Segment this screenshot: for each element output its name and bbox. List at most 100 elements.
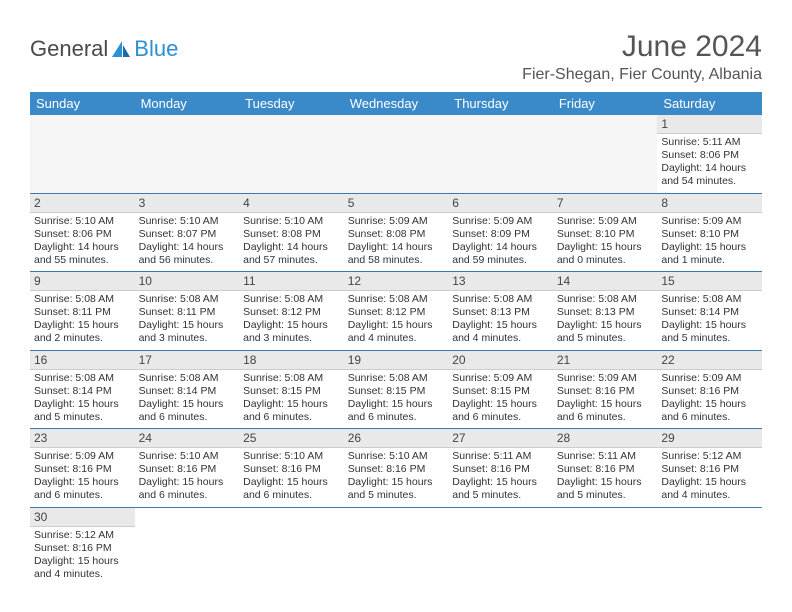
calendar-row: 30Sunrise: 5:12 AMSunset: 8:16 PMDayligh…	[30, 507, 762, 585]
location: Fier-Shegan, Fier County, Albania	[522, 66, 762, 84]
day-details: Sunrise: 5:08 AMSunset: 8:14 PMDaylight:…	[135, 370, 240, 429]
calendar-cell: 24Sunrise: 5:10 AMSunset: 8:16 PMDayligh…	[135, 429, 240, 508]
day-number: 18	[239, 351, 344, 370]
calendar-cell	[135, 115, 240, 193]
calendar-cell	[239, 507, 344, 585]
day-details: Sunrise: 5:10 AMSunset: 8:16 PMDaylight:…	[239, 448, 344, 507]
day-details: Sunrise: 5:08 AMSunset: 8:13 PMDaylight:…	[553, 291, 658, 350]
day-number: 16	[30, 351, 135, 370]
calendar-cell: 30Sunrise: 5:12 AMSunset: 8:16 PMDayligh…	[30, 507, 135, 585]
day-number: 12	[344, 272, 449, 291]
day-details: Sunrise: 5:08 AMSunset: 8:14 PMDaylight:…	[657, 291, 762, 350]
calendar-row: 23Sunrise: 5:09 AMSunset: 8:16 PMDayligh…	[30, 429, 762, 508]
day-number: 15	[657, 272, 762, 291]
weekday-header: Friday	[553, 92, 658, 115]
calendar-row: 2Sunrise: 5:10 AMSunset: 8:06 PMDaylight…	[30, 193, 762, 272]
calendar-cell	[553, 115, 658, 193]
calendar-cell: 7Sunrise: 5:09 AMSunset: 8:10 PMDaylight…	[553, 193, 658, 272]
calendar-cell: 19Sunrise: 5:08 AMSunset: 8:15 PMDayligh…	[344, 350, 449, 429]
weekday-header: Thursday	[448, 92, 553, 115]
calendar-cell	[448, 115, 553, 193]
calendar-cell: 5Sunrise: 5:09 AMSunset: 8:08 PMDaylight…	[344, 193, 449, 272]
day-details: Sunrise: 5:10 AMSunset: 8:07 PMDaylight:…	[135, 213, 240, 272]
calendar-cell: 12Sunrise: 5:08 AMSunset: 8:12 PMDayligh…	[344, 272, 449, 351]
calendar-cell	[657, 507, 762, 585]
calendar-cell: 11Sunrise: 5:08 AMSunset: 8:12 PMDayligh…	[239, 272, 344, 351]
day-details: Sunrise: 5:10 AMSunset: 8:16 PMDaylight:…	[135, 448, 240, 507]
day-number: 24	[135, 429, 240, 448]
calendar-cell: 21Sunrise: 5:09 AMSunset: 8:16 PMDayligh…	[553, 350, 658, 429]
calendar-cell	[30, 115, 135, 193]
calendar-cell: 27Sunrise: 5:11 AMSunset: 8:16 PMDayligh…	[448, 429, 553, 508]
day-number: 10	[135, 272, 240, 291]
calendar-page: General Blue June 2024 Fier-Shegan, Fier…	[0, 0, 792, 595]
day-details: Sunrise: 5:12 AMSunset: 8:16 PMDaylight:…	[657, 448, 762, 507]
day-details: Sunrise: 5:10 AMSunset: 8:16 PMDaylight:…	[344, 448, 449, 507]
calendar-cell: 25Sunrise: 5:10 AMSunset: 8:16 PMDayligh…	[239, 429, 344, 508]
day-number: 9	[30, 272, 135, 291]
calendar-cell: 3Sunrise: 5:10 AMSunset: 8:07 PMDaylight…	[135, 193, 240, 272]
day-number: 20	[448, 351, 553, 370]
day-details: Sunrise: 5:10 AMSunset: 8:08 PMDaylight:…	[239, 213, 344, 272]
day-details: Sunrise: 5:08 AMSunset: 8:12 PMDaylight:…	[239, 291, 344, 350]
calendar-cell	[344, 115, 449, 193]
day-details: Sunrise: 5:09 AMSunset: 8:08 PMDaylight:…	[344, 213, 449, 272]
weekday-header: Sunday	[30, 92, 135, 115]
calendar-cell: 15Sunrise: 5:08 AMSunset: 8:14 PMDayligh…	[657, 272, 762, 351]
calendar-cell: 8Sunrise: 5:09 AMSunset: 8:10 PMDaylight…	[657, 193, 762, 272]
day-details: Sunrise: 5:09 AMSunset: 8:09 PMDaylight:…	[448, 213, 553, 272]
day-details: Sunrise: 5:12 AMSunset: 8:16 PMDaylight:…	[30, 527, 135, 586]
weekday-header: Monday	[135, 92, 240, 115]
calendar-cell: 17Sunrise: 5:08 AMSunset: 8:14 PMDayligh…	[135, 350, 240, 429]
calendar-cell: 16Sunrise: 5:08 AMSunset: 8:14 PMDayligh…	[30, 350, 135, 429]
day-number: 7	[553, 194, 658, 213]
day-details: Sunrise: 5:08 AMSunset: 8:12 PMDaylight:…	[344, 291, 449, 350]
calendar-row: 1Sunrise: 5:11 AMSunset: 8:06 PMDaylight…	[30, 115, 762, 193]
calendar-cell: 13Sunrise: 5:08 AMSunset: 8:13 PMDayligh…	[448, 272, 553, 351]
calendar-cell	[553, 507, 658, 585]
calendar-row: 9Sunrise: 5:08 AMSunset: 8:11 PMDaylight…	[30, 272, 762, 351]
weekday-header-row: Sunday Monday Tuesday Wednesday Thursday…	[30, 92, 762, 115]
calendar-cell: 23Sunrise: 5:09 AMSunset: 8:16 PMDayligh…	[30, 429, 135, 508]
day-details: Sunrise: 5:08 AMSunset: 8:13 PMDaylight:…	[448, 291, 553, 350]
day-details: Sunrise: 5:09 AMSunset: 8:16 PMDaylight:…	[553, 370, 658, 429]
day-number: 21	[553, 351, 658, 370]
calendar-cell: 14Sunrise: 5:08 AMSunset: 8:13 PMDayligh…	[553, 272, 658, 351]
calendar-row: 16Sunrise: 5:08 AMSunset: 8:14 PMDayligh…	[30, 350, 762, 429]
day-number: 26	[344, 429, 449, 448]
calendar-cell: 4Sunrise: 5:10 AMSunset: 8:08 PMDaylight…	[239, 193, 344, 272]
day-number: 4	[239, 194, 344, 213]
weekday-header: Wednesday	[344, 92, 449, 115]
calendar-cell: 29Sunrise: 5:12 AMSunset: 8:16 PMDayligh…	[657, 429, 762, 508]
day-number: 5	[344, 194, 449, 213]
day-details: Sunrise: 5:09 AMSunset: 8:10 PMDaylight:…	[553, 213, 658, 272]
day-details: Sunrise: 5:09 AMSunset: 8:10 PMDaylight:…	[657, 213, 762, 272]
calendar-cell: 20Sunrise: 5:09 AMSunset: 8:15 PMDayligh…	[448, 350, 553, 429]
day-number: 8	[657, 194, 762, 213]
calendar-cell: 26Sunrise: 5:10 AMSunset: 8:16 PMDayligh…	[344, 429, 449, 508]
calendar-table: Sunday Monday Tuesday Wednesday Thursday…	[30, 92, 762, 585]
day-details: Sunrise: 5:11 AMSunset: 8:06 PMDaylight:…	[657, 134, 762, 193]
day-details: Sunrise: 5:09 AMSunset: 8:15 PMDaylight:…	[448, 370, 553, 429]
day-number: 28	[553, 429, 658, 448]
day-number: 17	[135, 351, 240, 370]
day-details: Sunrise: 5:08 AMSunset: 8:11 PMDaylight:…	[30, 291, 135, 350]
day-number: 3	[135, 194, 240, 213]
day-number: 6	[448, 194, 553, 213]
calendar-cell	[135, 507, 240, 585]
day-number: 13	[448, 272, 553, 291]
calendar-cell: 28Sunrise: 5:11 AMSunset: 8:16 PMDayligh…	[553, 429, 658, 508]
day-details: Sunrise: 5:11 AMSunset: 8:16 PMDaylight:…	[448, 448, 553, 507]
calendar-cell: 2Sunrise: 5:10 AMSunset: 8:06 PMDaylight…	[30, 193, 135, 272]
calendar-cell: 9Sunrise: 5:08 AMSunset: 8:11 PMDaylight…	[30, 272, 135, 351]
day-details: Sunrise: 5:08 AMSunset: 8:15 PMDaylight:…	[344, 370, 449, 429]
header: General Blue June 2024 Fier-Shegan, Fier…	[30, 30, 762, 84]
day-number: 29	[657, 429, 762, 448]
day-number: 25	[239, 429, 344, 448]
day-details: Sunrise: 5:08 AMSunset: 8:15 PMDaylight:…	[239, 370, 344, 429]
weekday-header: Tuesday	[239, 92, 344, 115]
day-details: Sunrise: 5:09 AMSunset: 8:16 PMDaylight:…	[657, 370, 762, 429]
logo-text-blue: Blue	[134, 36, 178, 62]
day-details: Sunrise: 5:09 AMSunset: 8:16 PMDaylight:…	[30, 448, 135, 507]
day-number: 27	[448, 429, 553, 448]
